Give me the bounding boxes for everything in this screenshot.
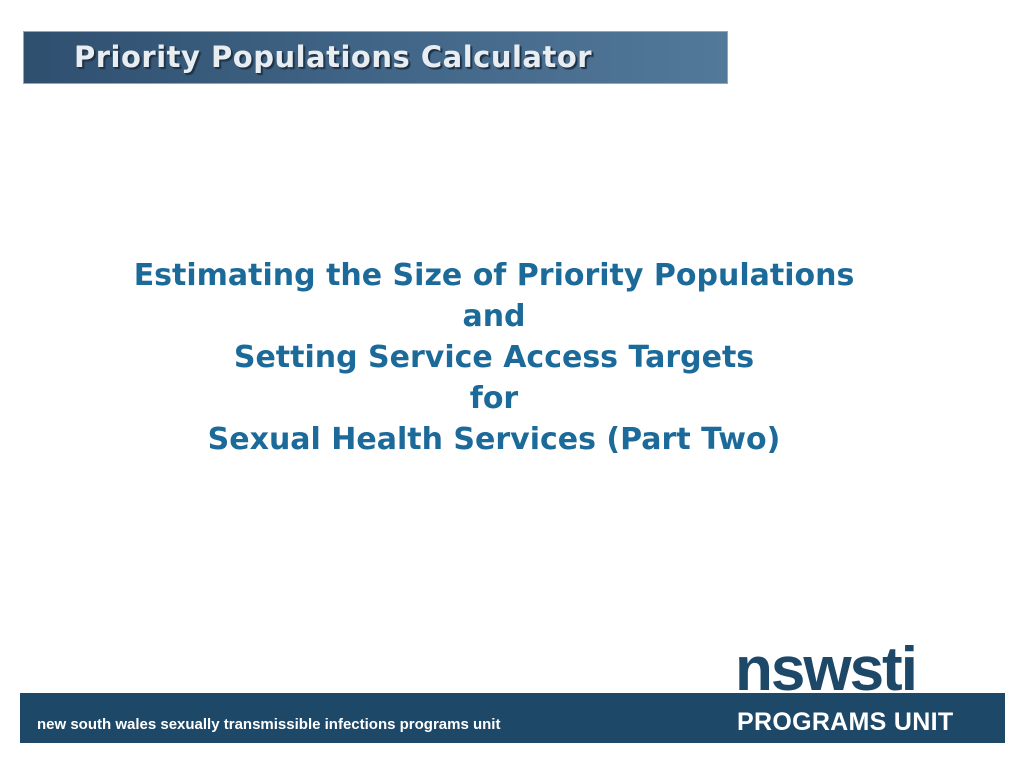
heading-line-2: and: [462, 299, 526, 334]
logo-subtitle: PROGRAMS UNIT: [737, 708, 954, 736]
page-title: Priority Populations Calculator: [74, 40, 593, 74]
heading-line-1: Estimating the Size of Priority Populati…: [133, 258, 855, 293]
title-bar: Priority Populations Calculator: [23, 31, 728, 84]
heading-line-3: Setting Service Access Targets: [233, 340, 755, 375]
footer-band: new south wales sexually transmissible i…: [20, 693, 1005, 743]
footer-org-text: new south wales sexually transmissible i…: [37, 716, 501, 733]
heading-line-5: Sexual Health Services (Part Two): [207, 422, 781, 457]
logo-wordmark: nswsti: [735, 635, 918, 704]
nswsti-logo: nswsti PROGRAMS UNIT: [735, 635, 975, 737]
main-heading: Estimating the Size of Priority Populati…: [0, 255, 988, 460]
heading-line-4: for: [469, 381, 519, 416]
